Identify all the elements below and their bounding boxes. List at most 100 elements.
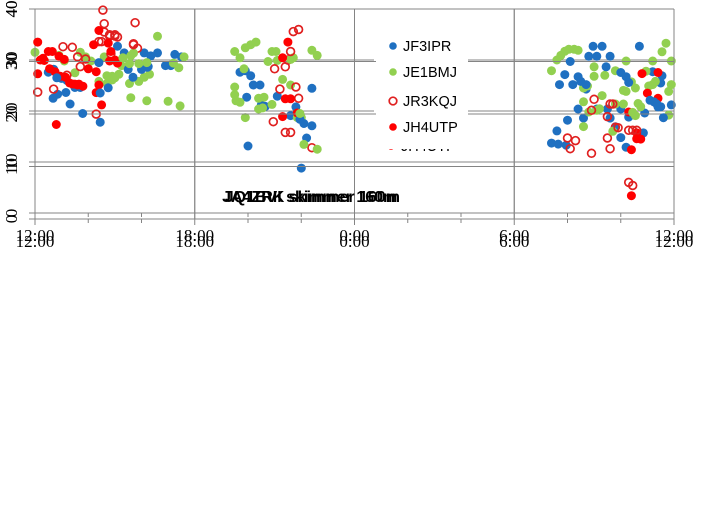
data-point-JR3KQJ (275, 84, 285, 94)
y-tick-label: 20 (2, 106, 21, 123)
data-point-JF3IPR (95, 88, 105, 98)
data-point-JH4UTP (286, 94, 296, 104)
data-point-JE1BMJ (70, 68, 80, 78)
data-point-JR3KQJ (602, 133, 613, 143)
data-point-JH4UTP (33, 37, 43, 47)
data-point-JF3IPR (592, 51, 602, 61)
data-point-JR3KQJ (48, 84, 59, 94)
legend-marker-JR3KQJ (388, 96, 398, 106)
legend-label-JE1BMJ: JE1BMJ (403, 65, 457, 81)
data-point-JR3KQJ (99, 18, 109, 29)
data-point-JR3KQJ (67, 42, 78, 53)
data-point-JH4UTP (94, 26, 104, 35)
data-point-JR3KQJ (293, 24, 304, 35)
data-point-JF3IPR (307, 121, 317, 131)
data-point-JF3IPR (563, 115, 572, 125)
data-point-JF3IPR (307, 83, 317, 93)
data-point-JH4UTP (78, 81, 88, 91)
data-point-JR3KQJ (608, 99, 618, 109)
data-point-JE1BMJ (579, 97, 588, 107)
data-point-JR3KQJ (32, 87, 43, 97)
data-point-JF3IPR (588, 41, 598, 51)
data-point-JR3KQJ (58, 41, 68, 52)
data-point-JF3IPR (561, 140, 571, 150)
chart-title: JA4ZRK skimmer 160m (222, 189, 400, 206)
data-point-JR3KQJ (291, 82, 301, 92)
data-point-JR3KQJ (104, 29, 115, 40)
data-point-JE1BMJ (630, 111, 640, 121)
data-point-JE1BMJ (630, 83, 640, 93)
data-point-JE1BMJ (636, 102, 646, 112)
data-point-JE1BMJ (595, 104, 604, 114)
data-point-JE1BMJ (621, 86, 631, 96)
data-point-JH4UTP (103, 38, 113, 48)
data-point-JF3IPR (605, 51, 615, 61)
data-point-JR3KQJ (285, 46, 296, 57)
data-point-JE1BMJ (235, 97, 245, 107)
data-point-JF3IPR (658, 113, 668, 123)
data-point-JR3KQJ (130, 17, 140, 28)
data-point-JF3IPR (581, 80, 591, 90)
data-point-JR3KQJ (80, 54, 91, 64)
data-point-JE1BMJ (579, 122, 588, 132)
data-point-JE1BMJ (263, 57, 273, 66)
data-point-JH4UTP (278, 53, 288, 63)
data-point-JH4UTP (106, 47, 116, 56)
data-point-JE1BMJ (134, 59, 144, 69)
data-point-JE1BMJ (179, 52, 189, 62)
y-tick-label: 10 (2, 154, 21, 171)
data-point-JE1BMJ (230, 47, 240, 56)
y-tick-label: 40 (2, 1, 21, 18)
data-point-JF3IPR (146, 51, 156, 61)
data-point-JF3IPR (565, 57, 575, 66)
data-point-JF3IPR (248, 80, 258, 90)
data-point-JE1BMJ (299, 139, 309, 149)
data-point-JE1BMJ (258, 103, 268, 113)
data-point-JF3IPR (553, 139, 563, 149)
data-point-JE1BMJ (240, 113, 250, 123)
data-point-JR3KQJ (627, 125, 638, 136)
data-point-JE1BMJ (589, 71, 599, 81)
data-point-JR3KQJ (110, 29, 120, 40)
data-point-JF3IPR (624, 78, 634, 87)
data-point-JF3IPR (555, 80, 564, 90)
data-point-JE1BMJ (230, 82, 240, 92)
data-point-JR3KQJ (589, 94, 599, 105)
data-point-JR3KQJ (565, 143, 575, 154)
legend-marker-JH4UTP (389, 123, 397, 131)
data-point-JF3IPR (113, 41, 122, 51)
x-tick-label: 12:00 (16, 232, 55, 251)
data-point-JF3IPR (243, 141, 253, 151)
data-point-JF3IPR (94, 58, 104, 68)
data-point-JH4UTP (626, 145, 636, 155)
data-point-JE1BMJ (142, 58, 152, 68)
data-point-JR3KQJ (586, 148, 597, 159)
data-point-JR3KQJ (280, 127, 291, 138)
data-point-JF3IPR (584, 51, 594, 61)
data-point-JE1BMJ (597, 91, 607, 101)
scatter-chart-ja4zrk: 12:00 18:00 0:00 6:00 12:00 0 10 20 30 40 JF3IPR JE… (2, 1, 693, 252)
data-point-JH4UTP (283, 37, 293, 47)
data-point-JR3KQJ (602, 111, 613, 122)
data-point-JF3IPR (153, 48, 162, 58)
data-point-JF3IPR (52, 73, 62, 83)
data-point-JE1BMJ (278, 74, 288, 84)
x-tick-label: 12:00 (655, 226, 694, 245)
legend-marker-JE1BMJ (389, 68, 397, 76)
data-point-JE1BMJ (312, 50, 322, 60)
data-point-JF3IPR (78, 109, 88, 118)
y-tick-label: 0 (2, 209, 21, 218)
data-point-JH4UTP (47, 47, 57, 56)
data-point-JF3IPR (48, 93, 58, 103)
y-tick-label: 0 (2, 215, 21, 224)
y-tick-label: 40 (2, 1, 21, 18)
data-point-JE1BMJ (163, 96, 173, 106)
data-point-JH4UTP (91, 67, 101, 77)
data-point-JH4UTP (59, 54, 69, 64)
data-point-JE1BMJ (153, 31, 162, 41)
data-point-JE1BMJ (110, 73, 120, 83)
data-point-JE1BMJ (174, 63, 184, 73)
data-point-JR3KQJ (605, 143, 615, 154)
legend-marker-JF3IPR (389, 42, 397, 50)
